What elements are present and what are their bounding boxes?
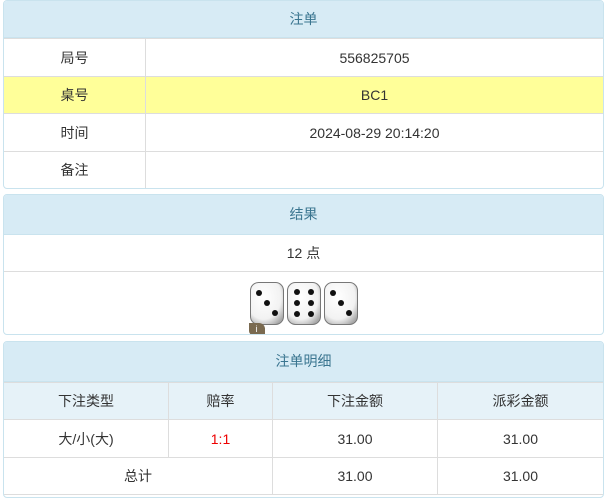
table-row: 桌号 BC1 [4, 76, 603, 114]
round-value: 556825705 [145, 38, 603, 77]
col-bet-type: 下注类型 [4, 382, 169, 420]
col-payout: 派彩金额 [437, 382, 603, 420]
total-payout: 31.00 [437, 457, 603, 495]
detail-row: 大/小(大) 1:1 31.00 31.00 [4, 419, 603, 458]
pip [307, 311, 314, 317]
detail-panel: 注单明细 下注类型 赔率 下注金额 派彩金额 大/小(大) 1:1 31.00 … [3, 341, 604, 498]
time-label: 时间 [4, 113, 146, 152]
result-points: 12 点 [4, 235, 603, 272]
table-label: 桌号 [4, 76, 146, 114]
pip [337, 300, 344, 306]
bet-type: 大/小(大) [4, 419, 169, 458]
col-odds: 赔率 [168, 382, 273, 420]
pip [263, 300, 270, 306]
odds: 1:1 [168, 419, 273, 458]
bet-panel-title: 注单 [4, 1, 603, 38]
die-3: i [248, 282, 284, 334]
pip [307, 289, 314, 295]
info-badge[interactable]: i [248, 323, 265, 334]
pip [255, 290, 262, 296]
pip [293, 311, 300, 317]
total-row: 总计 31.00 31.00 [4, 457, 603, 495]
time-value: 2024-08-29 20:14:20 [145, 113, 603, 152]
table-value: BC1 [145, 76, 603, 114]
die-3 [323, 282, 358, 334]
pip [293, 289, 300, 295]
detail-panel-title: 注单明细 [4, 342, 603, 382]
pip [329, 290, 336, 296]
result-panel: 结果 12 点 i [3, 194, 604, 335]
bet-amount: 31.00 [272, 419, 438, 458]
payout-amount: 31.00 [437, 419, 603, 458]
pip [271, 310, 278, 316]
pip [307, 300, 314, 306]
dice-row: i [4, 272, 603, 334]
total-label: 总计 [4, 457, 273, 495]
detail-header-row: 下注类型 赔率 下注金额 派彩金额 [4, 382, 603, 420]
bet-panel: 注单 局号 556825705 桌号 BC1 时间 2024-08-29 20:14:… [3, 0, 604, 189]
note-label: 备注 [4, 151, 146, 188]
die-6 [286, 282, 321, 334]
round-row: 局号 556825705 [4, 38, 603, 77]
pip [345, 310, 352, 316]
note-row: 备注 [4, 151, 603, 188]
round-label: 局号 [4, 38, 146, 77]
total-bet: 31.00 [272, 457, 438, 495]
result-panel-title: 结果 [4, 195, 603, 235]
pip [293, 300, 300, 306]
time-row: 时间 2024-08-29 20:14:20 [4, 113, 603, 152]
col-bet-amount: 下注金额 [272, 382, 438, 420]
note-value [145, 151, 603, 188]
